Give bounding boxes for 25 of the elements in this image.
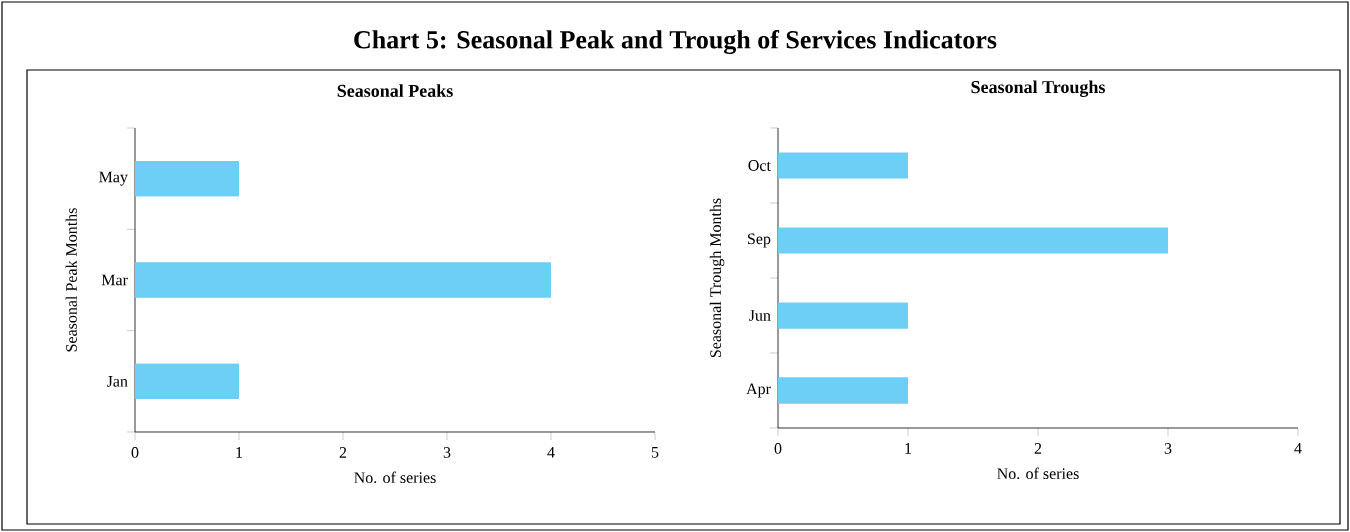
chart-title: Chart 5: Seasonal Peak and Trough of Services Indicators [354,29,997,55]
x-tick-label: 2 [339,447,347,458]
x-tick-label: 2 [1034,443,1042,454]
x-tick-label: 1 [236,447,243,458]
y-tick-label: Mar [101,274,128,286]
x-tick-label: 0 [131,447,139,458]
x-axis-title: No. of series [997,467,1079,480]
chart-subtitle: Seasonal Peaks [337,84,453,97]
y-tick-label: May [99,171,128,186]
x-tick-label: 3 [1164,443,1172,454]
chart-subtitle: Seasonal Troughs [971,80,1105,97]
y-tick-label: Oct [748,160,771,171]
y-axis-title: Seasonal Trough Months [709,198,725,358]
x-tick-label: 5 [651,447,659,458]
y-tick-label: Jan [106,376,128,387]
y-tick-label: Sep [748,233,771,248]
x-tick-label: 4 [547,447,555,458]
x-tick-label: 4 [1294,443,1302,454]
y-tick-label: Jun [749,310,771,321]
x-tick-label: 0 [774,443,782,454]
x-axis-title: No. of series [354,471,436,484]
x-tick-label: 1 [905,443,912,454]
y-axis-title: Seasonal Peak Months [65,208,77,352]
y-tick-label: Apr [746,383,771,398]
x-tick-label: 3 [443,447,451,458]
